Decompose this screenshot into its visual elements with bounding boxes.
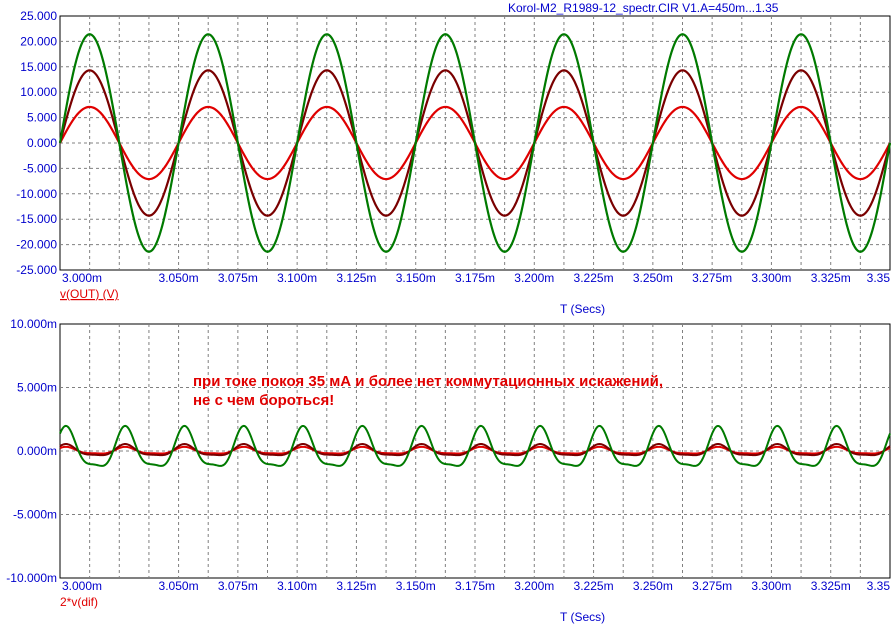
bottom-y-tick-label: -10.000m [6, 571, 57, 585]
bottom-x-tick-labels: 3.000m 3.050m 3.075m 3.100m 3.125m 3.150m 3.17… [62, 579, 890, 593]
bottom-x-tick-label: 3.150m [396, 579, 436, 593]
top-x-tick-label: 3.125m [336, 271, 376, 285]
top-x-tick-label: 3.050m [159, 271, 199, 285]
bottom-x-tick-label: 3.300m [751, 579, 791, 593]
bottom-plot-series [59, 424, 891, 467]
top-x-tick-label: 3.275m [692, 271, 732, 285]
annotation-line-2: не с чем бороться! [193, 392, 334, 409]
top-y-tick-label: -25.000 [16, 263, 57, 277]
bottom-x-tick-label: 3.125m [336, 579, 376, 593]
bottom-plot: 10.000m 5.000m 0.000m -5.000m -10.000m 3.000… [6, 317, 891, 624]
top-x-tick-label: 3.000m [62, 271, 102, 285]
bottom-plot-grid [60, 324, 890, 578]
top-y-tick-label: 15.000 [20, 60, 57, 74]
top-y-tick-label: 20.000 [20, 34, 57, 48]
bottom-x-tick-label: 3.075m [218, 579, 258, 593]
bottom-x-tick-label: 3.050m [159, 579, 199, 593]
top-y-tick-label: 0.000 [27, 136, 57, 150]
bottom-series-line [59, 424, 891, 467]
top-x-tick-label: 3.175m [455, 271, 495, 285]
top-y-tick-label: -15.000 [16, 212, 57, 226]
top-y-tick-label: -20.000 [16, 238, 57, 252]
top-x-tick-label: 3.325m [811, 271, 851, 285]
bottom-x-tick-label: 3.325m [811, 579, 851, 593]
bottom-y-tick-label: -5.000m [13, 508, 57, 522]
bottom-x-tick-label: 3.250m [633, 579, 673, 593]
top-y-tick-label: 25.000 [20, 9, 57, 23]
bottom-x-tick-label: 3.35 [867, 579, 891, 593]
top-x-tick-labels: 3.000m 3.050m 3.075m 3.100m 3.125m 3.150m 3.17… [62, 271, 890, 285]
bottom-x-axis-label: T (Secs) [560, 610, 605, 624]
window-title: Korol-M2_R1989-12_spectr.CIR V1.A=450m..… [508, 1, 779, 15]
top-y-tick-label: 10.000 [20, 85, 57, 99]
top-x-tick-label: 3.225m [574, 271, 614, 285]
top-x-axis-label: T (Secs) [560, 302, 605, 316]
top-y-tick-label: 5.000 [27, 111, 57, 125]
top-plot-series [58, 33, 891, 253]
top-x-tick-label: 3.075m [218, 271, 258, 285]
bottom-x-tick-label: 3.175m [455, 579, 495, 593]
bottom-x-tick-label: 3.200m [514, 579, 554, 593]
bottom-y-tick-label: 10.000m [10, 317, 57, 331]
bottom-y-tick-label: 0.000m [17, 444, 57, 458]
top-y-tick-label: -10.000 [16, 187, 57, 201]
annotation-line-1: при токе покоя 35 мА и более нет коммута… [193, 373, 663, 390]
top-y-tick-label: -5.000 [23, 161, 57, 175]
top-x-tick-label: 3.300m [751, 271, 791, 285]
top-plot-label: v(OUT) (V) [60, 287, 119, 301]
top-x-tick-label: 3.150m [396, 271, 436, 285]
top-y-tick-labels: 25.000 20.000 15.000 10.000 5.000 0.000 -5.000… [16, 9, 57, 277]
bottom-y-tick-labels: 10.000m 5.000m 0.000m -5.000m -10.000m [6, 317, 57, 585]
bottom-x-tick-label: 3.000m [62, 579, 102, 593]
top-series-line [58, 33, 891, 253]
top-x-tick-label: 3.35 [867, 271, 891, 285]
bottom-x-tick-label: 3.225m [574, 579, 614, 593]
bottom-x-tick-label: 3.100m [277, 579, 317, 593]
top-x-tick-label: 3.200m [514, 271, 554, 285]
top-x-tick-label: 3.250m [633, 271, 673, 285]
bottom-y-tick-label: 5.000m [17, 381, 57, 395]
top-plot: 25.000 20.000 15.000 10.000 5.000 0.000 -5.000… [16, 9, 891, 316]
bottom-plot-label: 2*v(dif) [60, 595, 98, 609]
bottom-x-tick-label: 3.275m [692, 579, 732, 593]
top-x-tick-label: 3.100m [277, 271, 317, 285]
